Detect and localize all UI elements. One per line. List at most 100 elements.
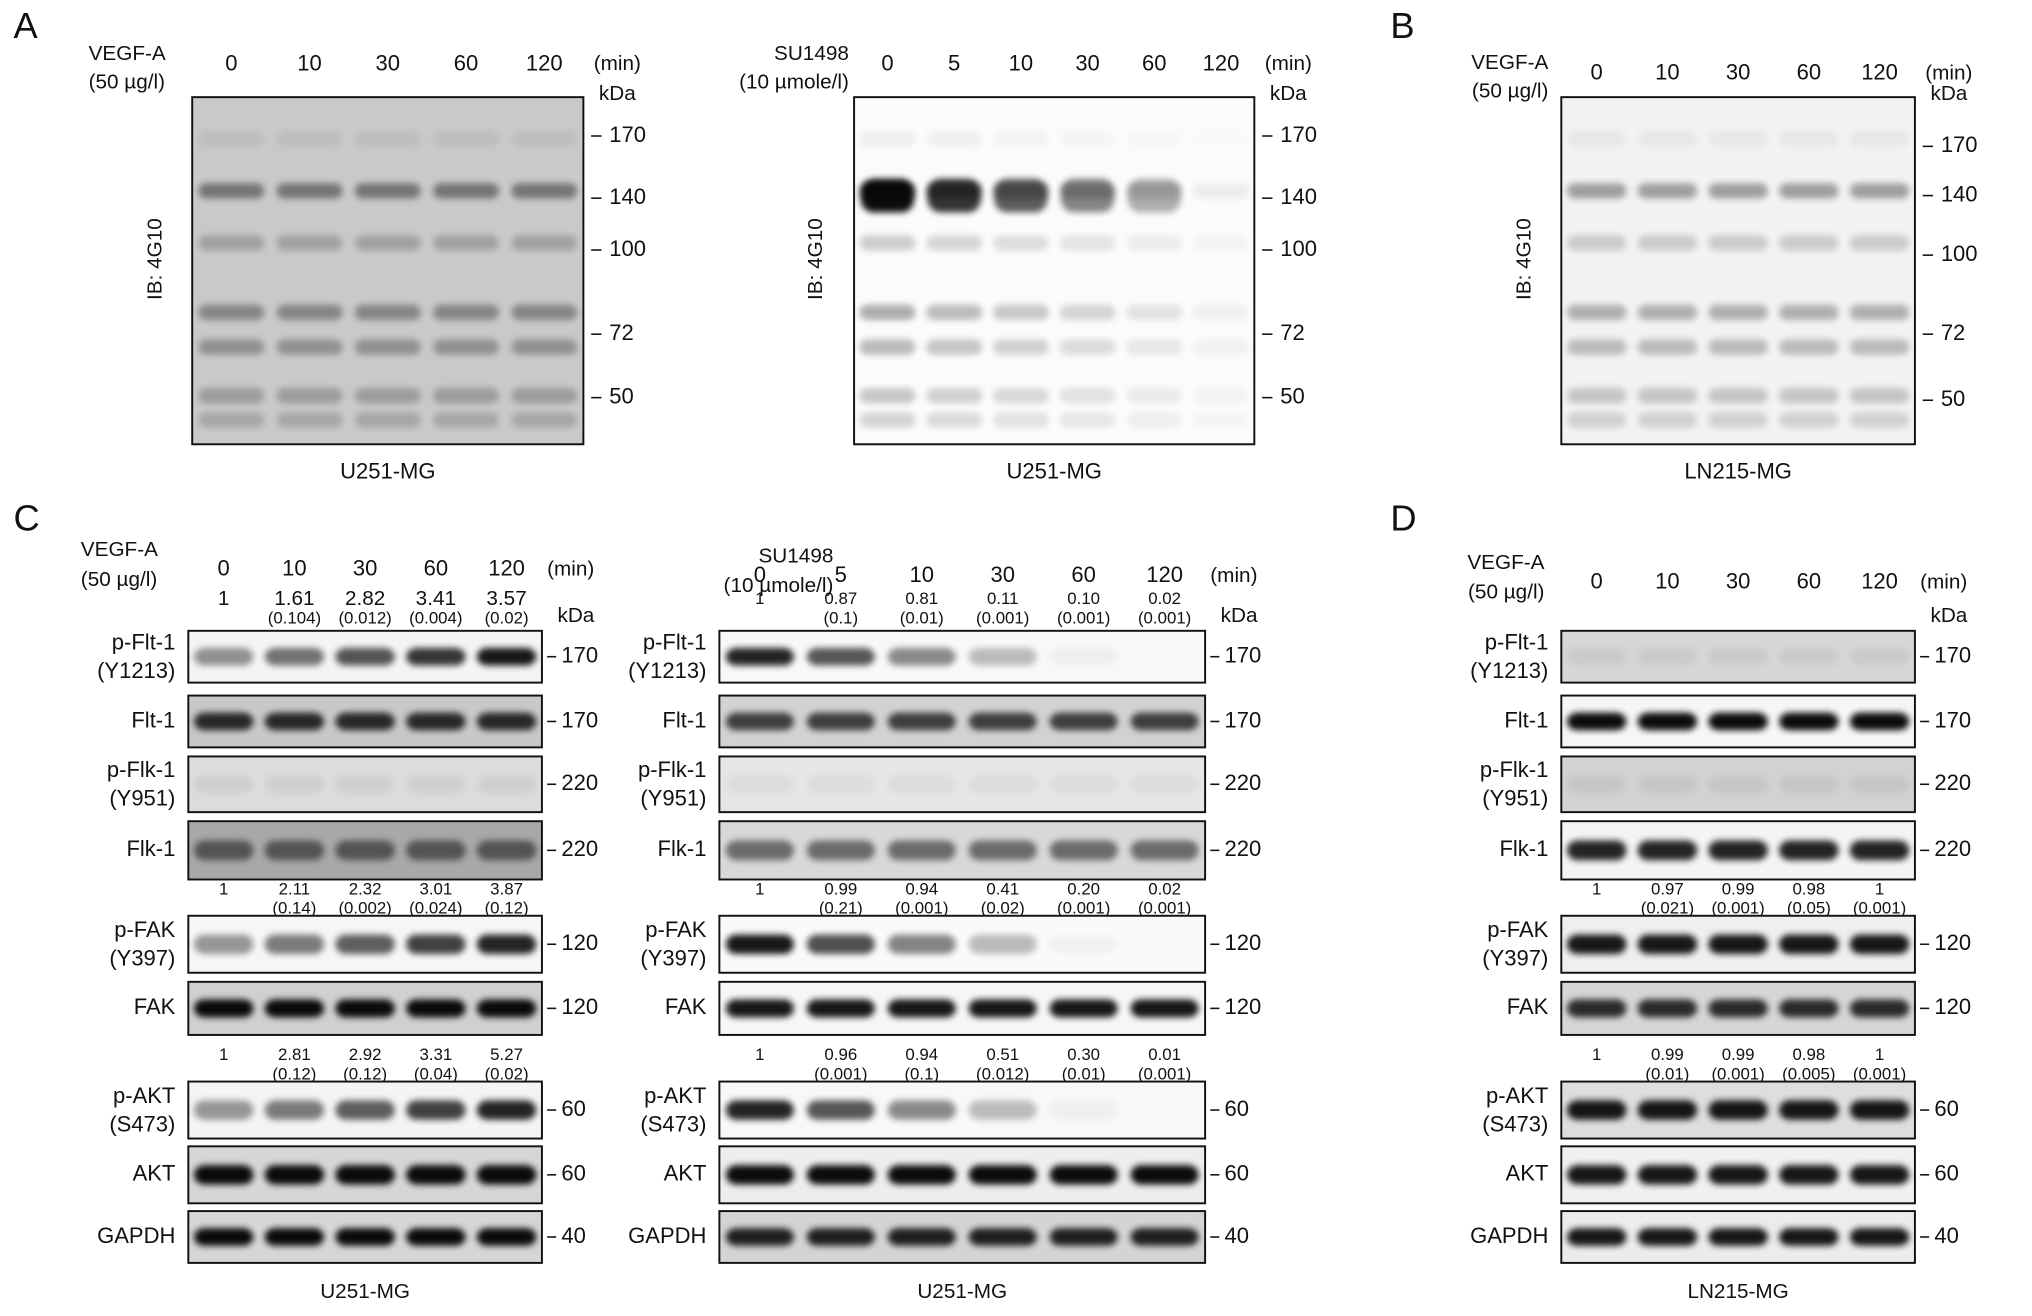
band xyxy=(1193,339,1249,355)
band xyxy=(433,304,499,321)
row-label: p-FAK xyxy=(645,917,706,942)
band xyxy=(806,999,875,1018)
cell-line: U251-MG xyxy=(340,459,435,484)
band xyxy=(276,235,343,251)
band xyxy=(1059,235,1116,251)
quant-value: 2.92 xyxy=(349,1045,382,1064)
band xyxy=(992,387,1049,404)
band xyxy=(335,934,395,954)
band xyxy=(276,412,343,428)
band xyxy=(1566,235,1627,251)
blot-bands xyxy=(1566,999,1910,1018)
band xyxy=(1849,840,1910,861)
blot-bands xyxy=(198,131,578,428)
blot-frame xyxy=(187,1210,543,1264)
band xyxy=(968,840,1037,861)
band xyxy=(1849,1100,1910,1120)
marker-label: 220 xyxy=(1225,770,1262,795)
band xyxy=(1059,304,1116,321)
band xyxy=(1060,131,1116,147)
quant-value: 1 xyxy=(755,1045,764,1064)
band xyxy=(725,712,794,731)
band xyxy=(1708,131,1768,147)
band xyxy=(476,934,537,954)
band xyxy=(264,934,325,954)
band xyxy=(193,1165,254,1185)
marker-label: 100 xyxy=(1941,241,1978,266)
marker-label: 120 xyxy=(1225,994,1262,1019)
quant-value: 1 xyxy=(755,879,764,898)
band xyxy=(1708,1165,1768,1185)
band xyxy=(198,235,265,251)
time-label: 10 xyxy=(1009,51,1033,76)
band xyxy=(354,304,421,321)
quant-p: (0.001) xyxy=(1138,1065,1191,1084)
row-label: p-AKT xyxy=(644,1083,706,1108)
band xyxy=(1779,1228,1839,1246)
band xyxy=(806,1165,875,1185)
marker-label: 60 xyxy=(1934,1096,1958,1121)
band xyxy=(511,387,578,404)
band xyxy=(1708,712,1768,731)
blot-frame-bg xyxy=(1561,97,1915,445)
time-label: 5 xyxy=(835,562,847,587)
quant-p: (0.01) xyxy=(1062,1065,1106,1084)
marker-label: 120 xyxy=(1934,930,1971,955)
blot-bands xyxy=(1566,934,1910,954)
row-label: Flt-1 xyxy=(131,707,175,732)
band xyxy=(887,999,956,1018)
band xyxy=(276,339,343,355)
quant-value: 3.87 xyxy=(490,879,523,898)
band xyxy=(968,934,1037,954)
blot-frame xyxy=(1560,914,1916,974)
time-label: 0 xyxy=(218,556,230,581)
band xyxy=(1059,412,1116,428)
band xyxy=(859,304,916,321)
band xyxy=(198,412,265,428)
unit-label: (min) xyxy=(1925,61,1972,84)
band xyxy=(406,774,466,794)
blot-bands xyxy=(193,1165,537,1185)
marker-label: 60 xyxy=(1934,1161,1958,1186)
quant-value: 0.96 xyxy=(824,1045,857,1064)
blot-frame xyxy=(718,755,1207,814)
band xyxy=(193,1100,254,1120)
blot-bg xyxy=(719,981,1206,1035)
y-label: IB: 4G10 xyxy=(804,218,827,300)
time-label: 60 xyxy=(1797,569,1821,594)
band xyxy=(1193,388,1249,404)
band xyxy=(1708,235,1768,251)
row-label-site: (Y1213) xyxy=(1470,658,1548,683)
band xyxy=(1049,712,1118,731)
row-label: p-FAK xyxy=(1487,917,1548,942)
band xyxy=(433,235,499,251)
band xyxy=(276,304,343,321)
band xyxy=(1059,387,1116,404)
band xyxy=(354,235,421,251)
band xyxy=(1192,183,1249,199)
time-label: 0 xyxy=(1591,60,1603,85)
quant-p: (0.001) xyxy=(976,609,1029,628)
band xyxy=(968,1165,1037,1185)
band xyxy=(1050,1100,1118,1119)
band xyxy=(725,840,794,861)
band xyxy=(725,1165,794,1185)
band xyxy=(1849,774,1910,794)
blot-bands xyxy=(725,1100,1118,1120)
cell-line: U251-MG xyxy=(320,1280,410,1303)
band xyxy=(1130,840,1199,861)
marker-label: 120 xyxy=(1934,994,1971,1019)
blot-frame-bg xyxy=(854,97,1255,445)
band xyxy=(1708,387,1768,404)
blot-bg xyxy=(719,630,1206,683)
treatment-dose: (50 µg/l) xyxy=(81,568,157,591)
panel-letter: A xyxy=(13,5,38,46)
blot-bands xyxy=(193,712,537,731)
treatment-label: VEGF-A xyxy=(1471,51,1548,74)
band xyxy=(276,183,343,199)
band xyxy=(1779,183,1839,199)
blot-frame xyxy=(1560,980,1916,1036)
quant-p: (0.021) xyxy=(1641,899,1694,918)
band xyxy=(968,1228,1037,1246)
